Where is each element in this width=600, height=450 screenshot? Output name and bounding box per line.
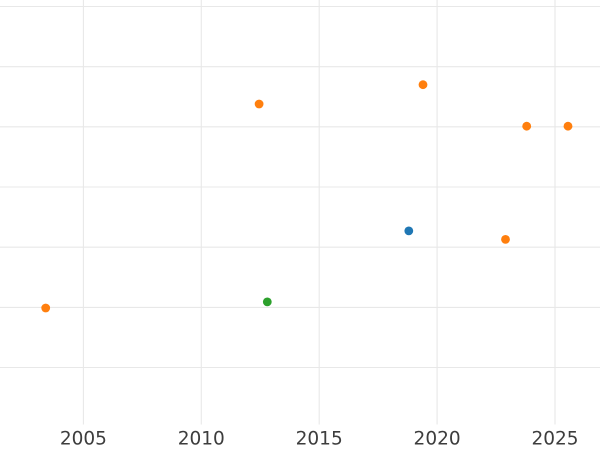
x-tick-label: 2020 — [414, 429, 461, 450]
data-point-orange — [41, 303, 51, 313]
data-point-orange — [522, 121, 532, 131]
x-tick-label: 2010 — [178, 429, 225, 450]
x-tick-label: 2005 — [60, 429, 107, 450]
data-point-blue — [404, 226, 414, 236]
data-point-orange — [254, 99, 264, 109]
data-point-green — [262, 297, 272, 307]
data-point-orange — [563, 121, 573, 131]
x-tick-label: 2015 — [296, 429, 343, 450]
x-tick-label: 2025 — [531, 429, 578, 450]
data-point-orange — [501, 235, 510, 244]
data-point-orange — [418, 80, 428, 90]
